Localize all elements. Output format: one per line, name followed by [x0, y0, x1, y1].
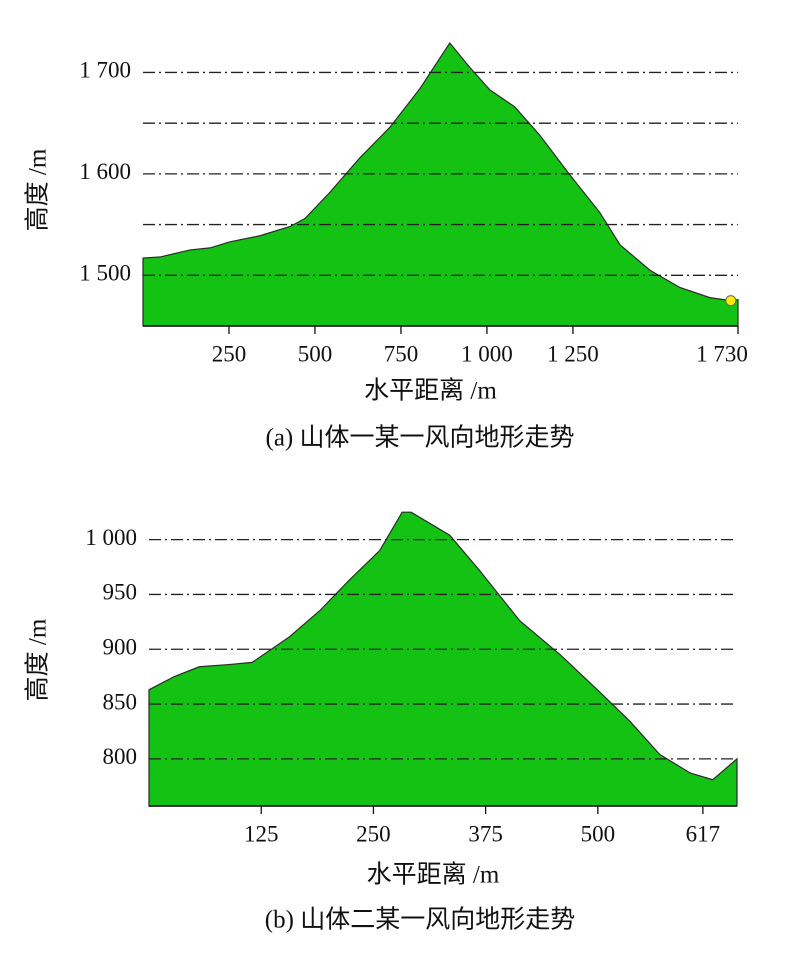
x-tick-label: 1 730 — [696, 341, 748, 366]
y-tick-label: 1 000 — [85, 525, 137, 550]
y-tick-label: 800 — [103, 744, 138, 769]
y-axis-label: 高度 /m — [24, 148, 52, 231]
y-tick-label: 1 500 — [79, 261, 131, 286]
y-tick-label: 900 — [103, 635, 138, 660]
y-axis-label: 高度 /m — [24, 618, 52, 701]
x-tick-label: 617 — [686, 821, 721, 846]
x-tick-label: 1 000 — [461, 341, 513, 366]
x-tick-label: 1 250 — [547, 341, 599, 366]
point-marker — [725, 295, 737, 307]
x-tick-label: 125 — [244, 821, 279, 846]
x-tick-label: 750 — [384, 341, 419, 366]
caption: (b) 山体二某一风向地形走势 — [265, 906, 575, 934]
x-tick-label: 250 — [212, 341, 247, 366]
x-tick-label: 250 — [356, 821, 391, 846]
x-tick-label: 500 — [581, 821, 616, 846]
x-tick-label: 375 — [468, 821, 503, 846]
x-tick-label: 500 — [298, 341, 333, 366]
terrain-area — [148, 511, 738, 807]
x-axis-label: 水平距离 /m — [364, 377, 497, 405]
y-tick-label: 950 — [103, 580, 138, 605]
y-tick-label: 850 — [103, 689, 138, 714]
y-tick-label: 1 700 — [79, 58, 131, 83]
y-tick-label: 1 600 — [79, 159, 131, 184]
terrain-area — [142, 42, 739, 327]
x-axis-label: 水平距离 /m — [367, 861, 500, 889]
caption: (a) 山体一某一风向地形走势 — [266, 424, 575, 452]
